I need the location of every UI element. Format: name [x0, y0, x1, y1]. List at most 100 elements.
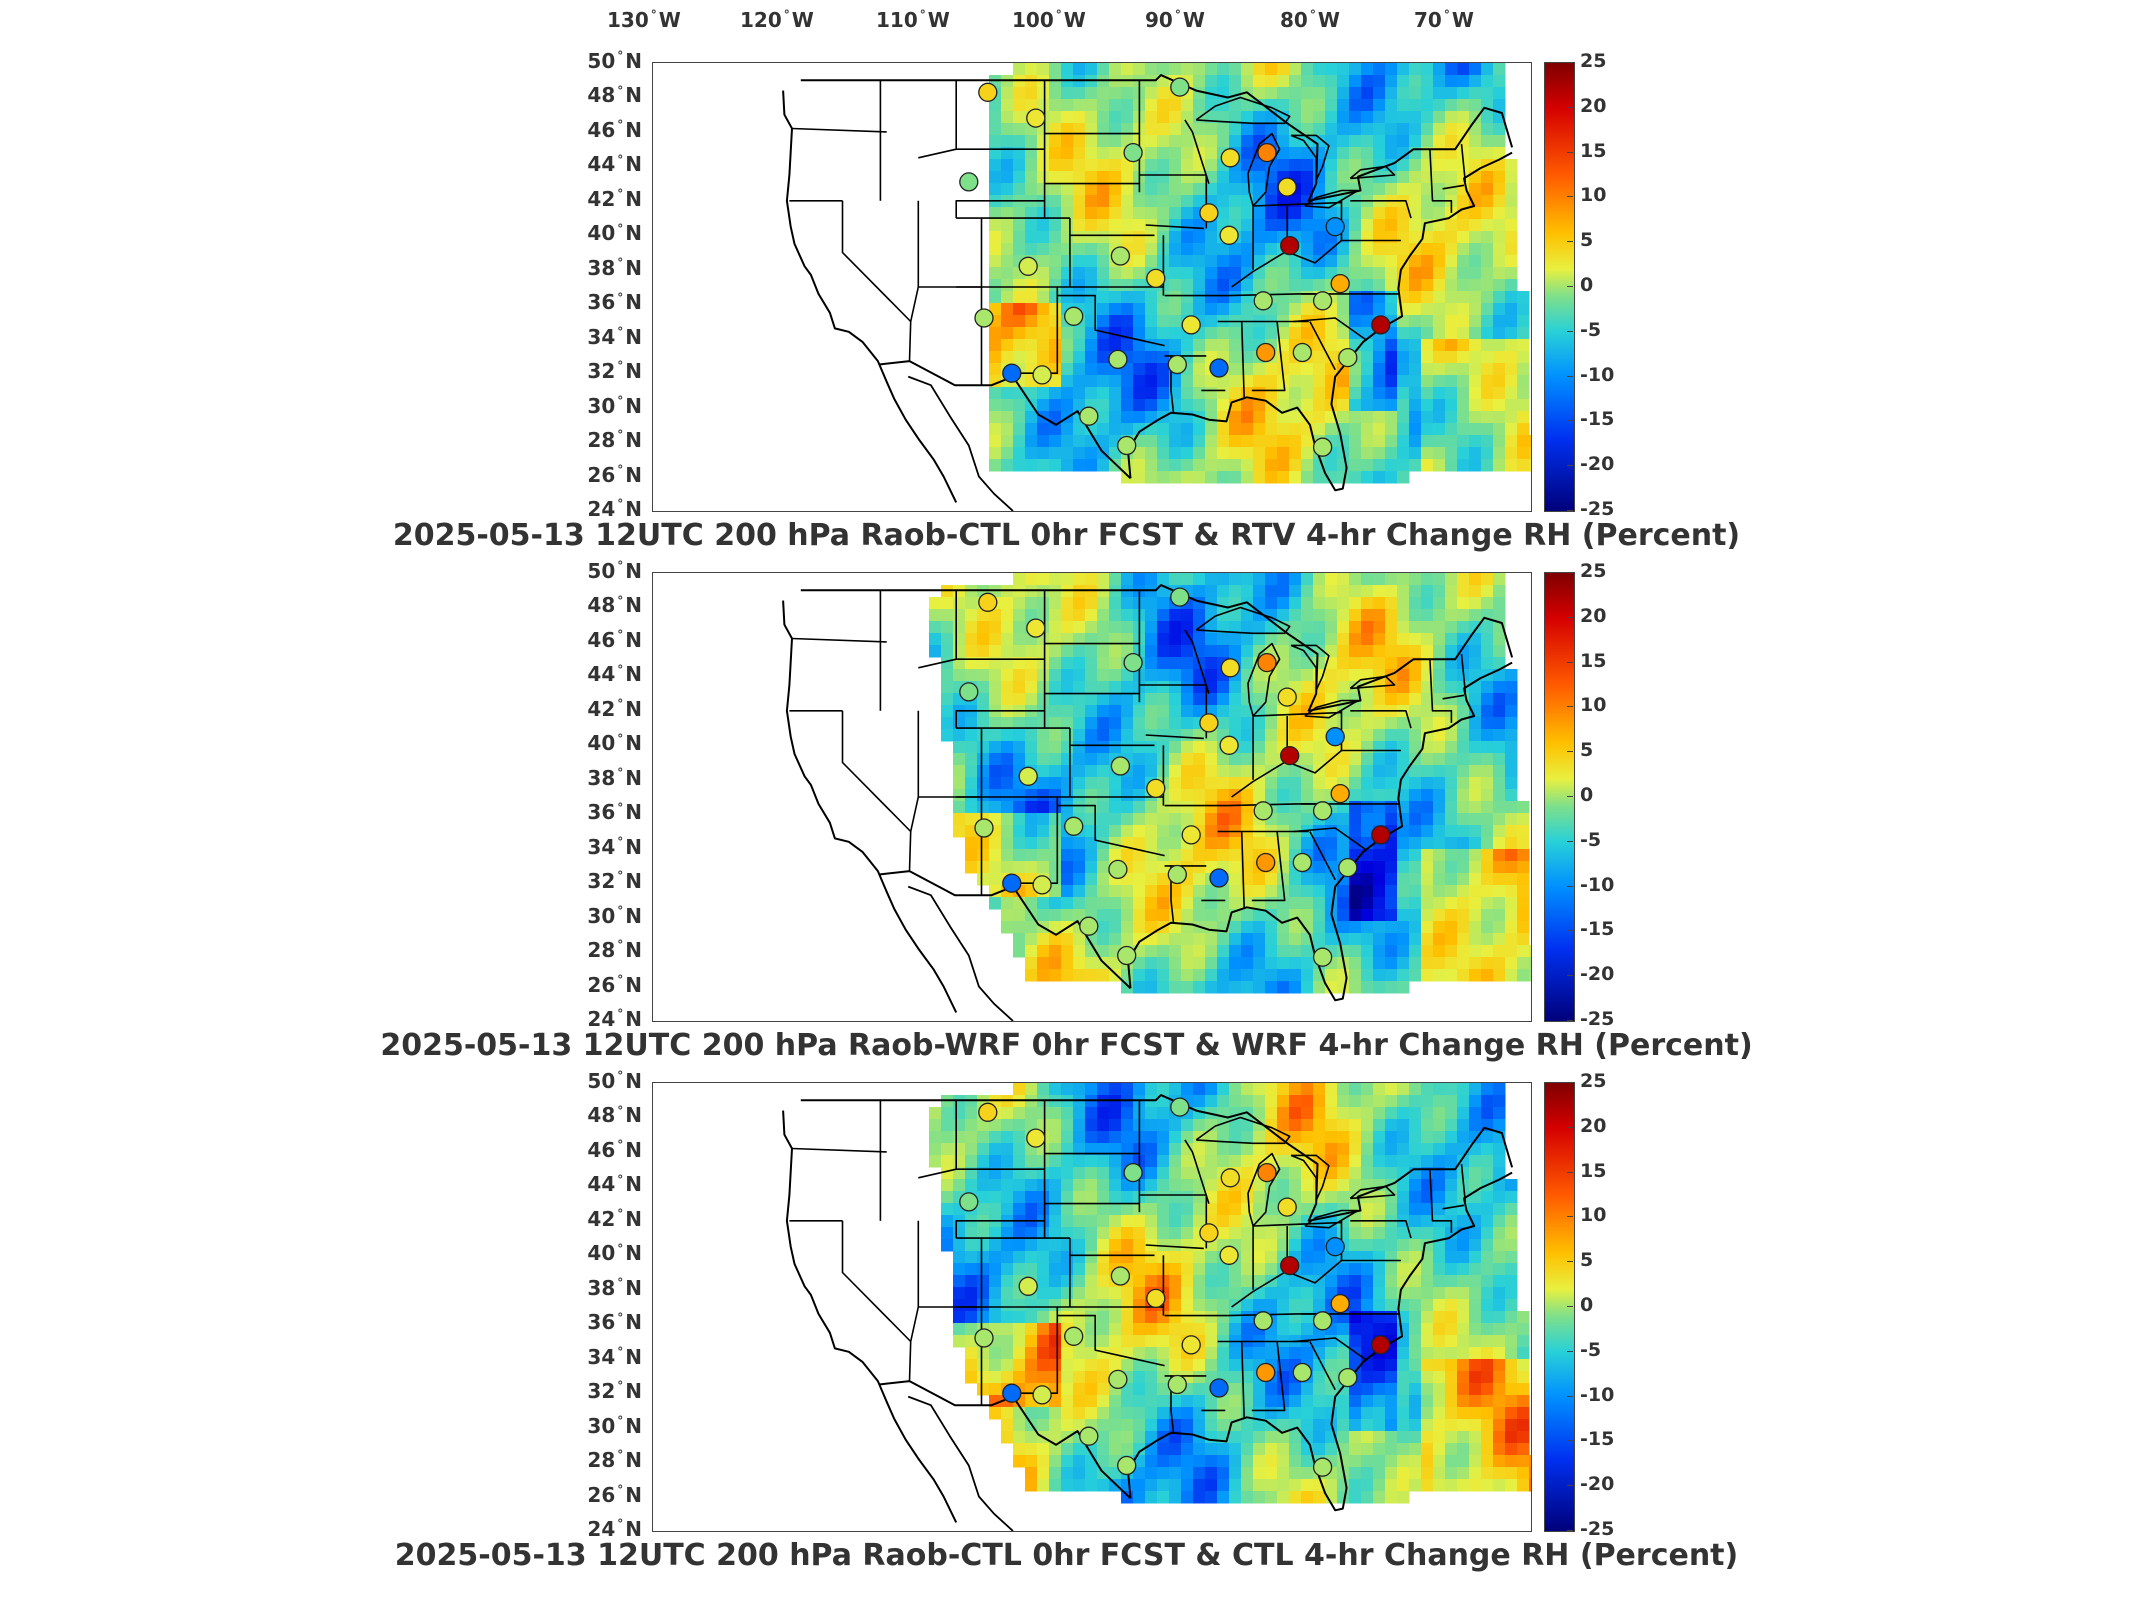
rh-field-cell	[1061, 717, 1074, 730]
rh-field-cell	[1025, 1119, 1038, 1132]
rh-field-cell	[1301, 159, 1314, 172]
rh-field-cell	[989, 873, 1002, 886]
rh-field-cell	[1241, 1275, 1254, 1288]
latitude-label: 24 ° N	[572, 497, 642, 521]
rh-field-cell	[1409, 669, 1422, 682]
rh-field-cell	[1469, 339, 1482, 352]
rh-field-cell	[1289, 423, 1302, 436]
rh-field-cell	[1373, 75, 1386, 88]
rh-field-cell	[1121, 1215, 1134, 1228]
rh-field-cell	[1229, 1479, 1242, 1492]
rh-field-cell	[1433, 1083, 1446, 1096]
rh-field-cell	[1097, 159, 1110, 172]
rh-field-cell	[1145, 1371, 1158, 1384]
rh-field-cell	[1457, 705, 1470, 718]
rh-field-cell	[1217, 1191, 1230, 1204]
rh-field-cell	[1181, 171, 1194, 184]
rh-field-cell	[1169, 231, 1182, 244]
rh-field-cell	[1049, 147, 1062, 160]
rh-field-cell	[1229, 423, 1242, 436]
rh-field-cell	[1061, 327, 1074, 340]
rh-field-cell	[1217, 1491, 1230, 1504]
rh-field-cell	[1157, 969, 1170, 982]
colorbar-tickmark	[1567, 465, 1573, 467]
great-lake-outline	[1290, 644, 1330, 691]
rh-field-cell	[1457, 957, 1470, 970]
rh-field-cell	[1205, 969, 1218, 982]
rh-field-cell	[977, 1263, 990, 1276]
rh-field-cell	[1037, 957, 1050, 970]
rh-field-cell	[1205, 243, 1218, 256]
rh-field-cell	[1037, 339, 1050, 352]
rh-field-cell	[1205, 183, 1218, 196]
rh-field-cell	[1181, 111, 1194, 124]
rh-field-cell	[1109, 195, 1122, 208]
rh-field-cell	[1001, 99, 1014, 112]
rh-field-cell	[989, 621, 1002, 634]
rh-field-cell	[1445, 1431, 1458, 1444]
rh-field-cell	[1133, 471, 1146, 484]
latitude-label: 44 ° N	[572, 152, 642, 176]
rh-field-cell	[1481, 597, 1494, 610]
rh-field-cell	[1205, 135, 1218, 148]
rh-field-cell	[1385, 1443, 1398, 1456]
rh-field-cell	[1193, 243, 1206, 256]
rh-field-cell	[1433, 327, 1446, 340]
rh-field-cell	[1193, 1095, 1206, 1108]
rh-field-cell	[1469, 303, 1482, 316]
rh-field-cell	[1133, 327, 1146, 340]
rh-field-cell	[1361, 219, 1374, 232]
rh-field-cell	[1001, 681, 1014, 694]
raob-station-marker	[1257, 652, 1277, 673]
rh-field-cell	[1505, 327, 1518, 340]
rh-field-cell	[1313, 741, 1326, 754]
rh-field-cell	[1157, 1227, 1170, 1240]
rh-field-cell	[1421, 1311, 1434, 1324]
rh-field-cell	[1241, 945, 1254, 958]
rh-field-cell	[1229, 1347, 1242, 1360]
rh-field-cell	[1193, 183, 1206, 196]
rh-field-cell	[1181, 1275, 1194, 1288]
rh-field-cell	[1085, 657, 1098, 670]
rh-field-cell	[1013, 1143, 1026, 1156]
latitude-label: 26 ° N	[572, 973, 642, 997]
rh-field-cell	[1433, 63, 1446, 76]
rh-field-cell	[1073, 1479, 1086, 1492]
rh-field-cell	[1121, 267, 1134, 280]
rh-field-cell	[989, 1287, 1002, 1300]
rh-field-cell	[1421, 351, 1434, 364]
rh-field-cell	[1493, 231, 1506, 244]
rh-field-cell	[1229, 1095, 1242, 1108]
rh-field-cell	[1361, 1467, 1374, 1480]
rh-field-cell	[1025, 339, 1038, 352]
rh-field-cell	[977, 633, 990, 646]
rh-field-cell	[1361, 459, 1374, 472]
rh-field-cell	[1433, 123, 1446, 136]
rh-field-cell	[1133, 825, 1146, 838]
rh-field-cell	[1013, 909, 1026, 922]
rh-field-cell	[1205, 777, 1218, 790]
rh-field-cell	[1409, 363, 1422, 376]
rh-field-cell	[1433, 279, 1446, 292]
rh-field-cell	[1517, 387, 1530, 400]
rh-field-cell	[1433, 351, 1446, 364]
rh-field-cell	[1337, 921, 1350, 934]
rh-field-cell	[1013, 207, 1026, 220]
rh-field-cell	[1469, 789, 1482, 802]
rh-field-cell	[1289, 717, 1302, 730]
rh-field-cell	[1145, 981, 1158, 994]
rh-field-cell	[1349, 825, 1362, 838]
rh-field-cell	[1373, 111, 1386, 124]
rh-field-cell	[1397, 585, 1410, 598]
rh-field-cell	[1169, 207, 1182, 220]
rh-field-cell	[1193, 1215, 1206, 1228]
colorbar-tick-label: 10	[1580, 694, 1607, 717]
rh-field-cell	[1013, 219, 1026, 232]
rh-field-cell	[1085, 1359, 1098, 1372]
rh-field-cell	[1373, 1359, 1386, 1372]
rh-field-cell	[1157, 375, 1170, 388]
rh-field-cell	[1385, 1419, 1398, 1432]
rh-field-cell	[1265, 597, 1278, 610]
rh-field-cell	[1193, 957, 1206, 970]
rh-field-cell	[1097, 1455, 1110, 1468]
